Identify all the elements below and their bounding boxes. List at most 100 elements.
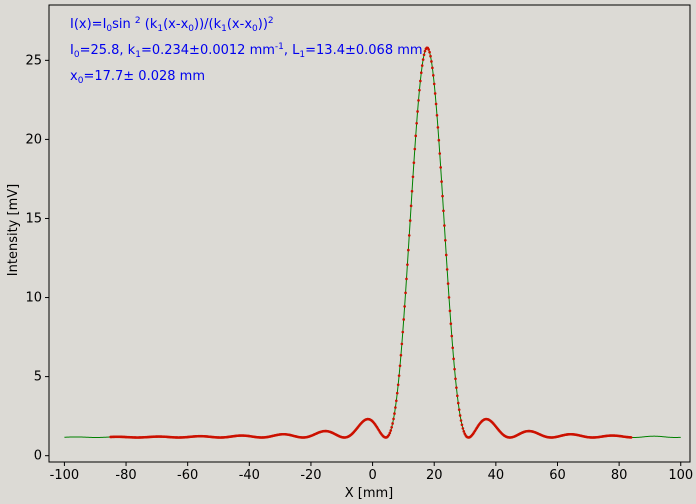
data-point xyxy=(436,126,440,129)
params-annotation-2: x0=17.7± 0.028 mm xyxy=(70,69,205,86)
data-point xyxy=(410,189,414,193)
formula-annotation: I(x)=I0sin 2 (k1(x-x0))/(k1(x-x0))2 xyxy=(70,16,274,34)
data-point xyxy=(438,152,442,155)
x-tick-label: 60 xyxy=(549,468,566,483)
data-point xyxy=(455,386,458,389)
data-point xyxy=(434,102,438,106)
data-point xyxy=(433,92,437,95)
data-point xyxy=(444,239,447,242)
y-tick-label: 25 xyxy=(25,53,42,68)
x-tick-label: -40 xyxy=(239,468,260,483)
data-point xyxy=(448,309,452,313)
data-point xyxy=(439,166,442,169)
data-point xyxy=(417,99,420,102)
data-point xyxy=(431,66,434,70)
data-point xyxy=(451,346,455,350)
data-point xyxy=(445,268,449,271)
data-point xyxy=(406,263,409,266)
data-point xyxy=(397,374,401,377)
data-point xyxy=(419,71,423,75)
data-point xyxy=(415,122,418,125)
data-point xyxy=(398,364,402,368)
data-point xyxy=(437,138,441,142)
data-point xyxy=(459,419,463,422)
data-point xyxy=(427,48,430,51)
x-axis-label: X [mm] xyxy=(345,486,394,501)
data-point xyxy=(423,49,427,53)
x-tick-label: -60 xyxy=(177,468,198,483)
data-point xyxy=(456,394,459,398)
data-point xyxy=(393,412,396,415)
data-point xyxy=(402,318,406,321)
data-point xyxy=(450,334,454,338)
data-point xyxy=(407,248,410,252)
data-point xyxy=(446,282,450,285)
data-point xyxy=(629,436,633,439)
data-point xyxy=(442,209,445,213)
y-tick-label: 15 xyxy=(25,211,42,226)
data-series xyxy=(109,46,633,439)
data-point xyxy=(411,175,415,179)
data-point xyxy=(403,305,406,308)
x-tick-label: 0 xyxy=(368,468,376,483)
data-point xyxy=(435,114,439,117)
data-point xyxy=(418,88,421,92)
fit-curve-line xyxy=(64,47,681,438)
data-point xyxy=(443,224,446,227)
data-point xyxy=(458,414,462,417)
data-point xyxy=(449,322,453,326)
data-point xyxy=(456,401,460,405)
data-point xyxy=(408,219,412,222)
data-point xyxy=(405,277,408,281)
y-axis-label: Intensity [mV] xyxy=(6,184,21,276)
data-point xyxy=(394,406,397,409)
data-point xyxy=(409,204,413,208)
plot-frame xyxy=(48,4,691,463)
data-point xyxy=(429,54,432,58)
data-point xyxy=(391,422,394,425)
data-point xyxy=(441,194,444,198)
data-point xyxy=(421,58,425,61)
data-point xyxy=(392,417,395,421)
data-point xyxy=(460,423,464,427)
x-tick-label: -80 xyxy=(115,468,136,483)
x-axis-ticks: -100 -80 -60 -40 -20 0 20 40 60 80 100 xyxy=(50,462,693,483)
data-point xyxy=(412,161,416,165)
y-tick-label: 0 xyxy=(34,449,42,464)
data-point xyxy=(414,134,418,138)
data-point xyxy=(453,367,456,371)
data-point xyxy=(452,357,455,361)
params-annotation-1: I0=25.8, k1=0.234±0.0012 mm-1, L1=13.4±0… xyxy=(70,42,423,60)
data-point xyxy=(404,291,407,295)
y-tick-label: 10 xyxy=(25,291,42,306)
x-tick-label: 40 xyxy=(488,468,505,483)
data-point xyxy=(401,330,405,334)
data-point xyxy=(395,399,398,403)
y-axis-ticks: 0 5 10 15 20 25 xyxy=(25,53,49,464)
x-tick-label: 80 xyxy=(611,468,628,483)
data-point xyxy=(461,427,465,430)
data-point xyxy=(444,253,448,257)
fit-series xyxy=(64,47,681,438)
data-point xyxy=(419,79,422,83)
data-point xyxy=(396,383,400,387)
data-point xyxy=(395,391,399,395)
data-point xyxy=(399,353,403,357)
x-tick-label: -20 xyxy=(300,468,321,483)
x-tick-label: 20 xyxy=(426,468,443,483)
data-point xyxy=(462,430,466,433)
data-point xyxy=(457,408,461,411)
data-point xyxy=(431,74,435,77)
data-point xyxy=(454,377,457,381)
data-point xyxy=(413,147,417,151)
data-point xyxy=(422,53,426,57)
data-point xyxy=(440,180,443,183)
data-point xyxy=(400,342,404,346)
data-point xyxy=(390,425,393,429)
y-tick-label: 20 xyxy=(25,132,42,147)
data-point xyxy=(416,110,419,113)
data-point xyxy=(407,234,411,237)
data-point xyxy=(389,429,393,432)
data-point xyxy=(388,431,392,435)
